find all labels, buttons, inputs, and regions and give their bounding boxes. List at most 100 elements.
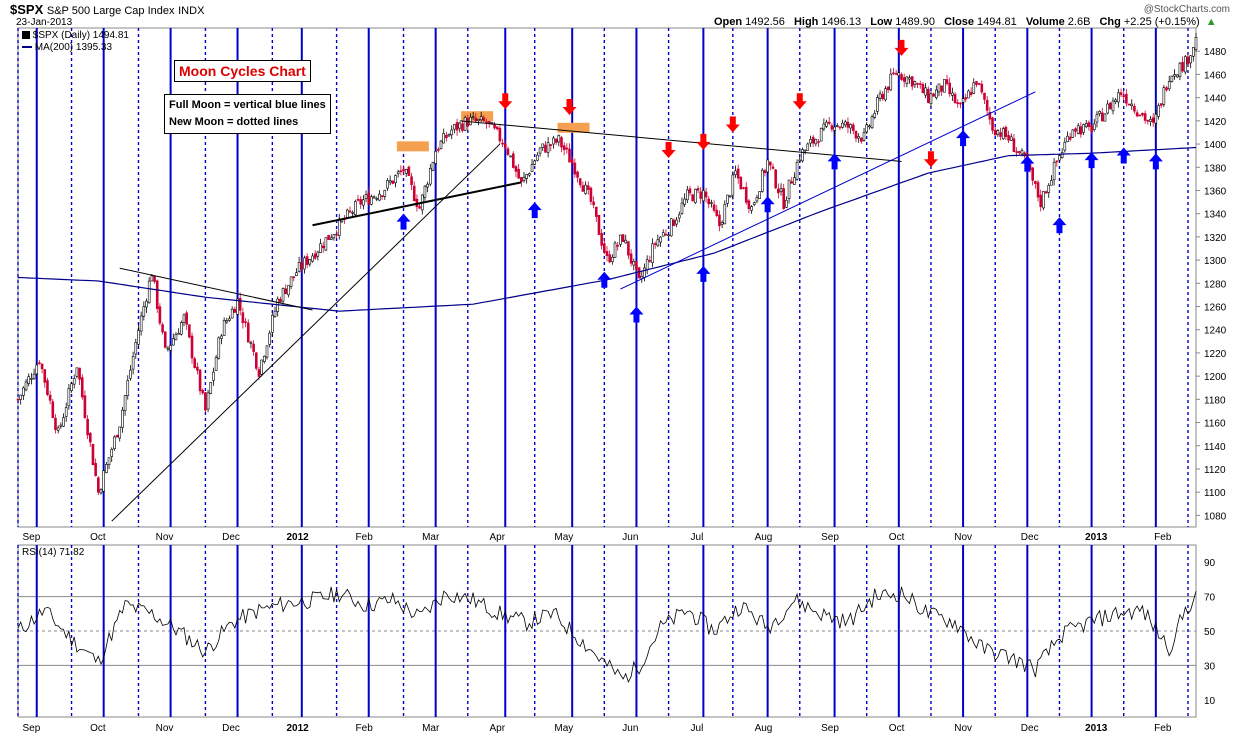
candle-body: [426, 183, 429, 188]
rsi-x-tick-label: Dec: [1021, 723, 1039, 734]
candle-body: [455, 122, 459, 131]
candle-body: [691, 194, 694, 202]
chg-value: +2.25 (+0.15%): [1123, 16, 1200, 28]
candle-body: [348, 210, 352, 213]
candle-body: [520, 177, 523, 183]
price-x-tick-label: Oct: [889, 532, 905, 543]
candle-body: [881, 93, 885, 100]
candle-body: [370, 196, 373, 205]
rsi-x-tick-label: Mar: [422, 723, 440, 734]
candle-body: [830, 125, 834, 130]
price-x-tick-label: Oct: [90, 532, 106, 543]
candle-body: [1052, 161, 1056, 181]
candle-body: [428, 168, 432, 185]
candle-body: [608, 254, 611, 263]
candle-body: [198, 369, 202, 392]
rsi-x-tick-label: Feb: [1154, 723, 1172, 734]
candle-body: [822, 123, 826, 130]
candle-body: [627, 241, 630, 256]
price-x-tick-label: Sep: [22, 532, 40, 543]
candle-body: [710, 202, 713, 204]
candle-body: [578, 178, 582, 186]
rsi-tick-label: 50: [1204, 627, 1216, 638]
candle-body: [948, 82, 951, 95]
up-arrow-marker: [527, 202, 542, 219]
candle-body: [528, 173, 531, 176]
down-arrow-marker: [792, 93, 807, 110]
candle-body: [180, 322, 183, 335]
candle-body: [193, 358, 196, 368]
rsi-tick-label: 10: [1204, 696, 1216, 707]
candle-body: [319, 243, 322, 253]
candle-body: [758, 191, 761, 199]
candle-body: [450, 129, 454, 136]
candle-body: [91, 443, 95, 466]
candle-body: [303, 257, 306, 270]
candle-body: [1186, 56, 1190, 65]
candle-body: [975, 81, 978, 85]
down-arrow-marker: [562, 99, 577, 116]
candle-body: [1004, 126, 1008, 137]
rsi-x-tick-label: Oct: [889, 723, 905, 734]
candle-body: [27, 376, 31, 384]
candle-body: [967, 90, 970, 99]
candle-body: [351, 212, 354, 214]
candle-body: [477, 119, 480, 122]
candle-body: [817, 141, 820, 143]
price-tick-label: 1320: [1204, 233, 1227, 244]
candle-body: [584, 184, 587, 194]
candle-body: [356, 199, 360, 201]
candle-body: [487, 121, 491, 124]
candle-body: [40, 363, 44, 370]
candle-body: [1009, 136, 1013, 141]
candle-body: [1103, 113, 1107, 122]
candle-body: [675, 219, 678, 225]
chart-title: $SPX S&P 500 Large Cap Index INDX: [10, 2, 204, 17]
candle-body: [1034, 181, 1037, 184]
ma-legend-swatch: [22, 46, 32, 49]
rsi-legend: RSI(14) 71.82: [22, 547, 84, 558]
rsi-x-tick-label: Feb: [356, 723, 374, 734]
candle-body: [1127, 103, 1131, 106]
candle-body: [1039, 194, 1043, 208]
candle-body: [1154, 113, 1158, 124]
candle-body: [35, 364, 39, 375]
candle-body: [669, 218, 673, 237]
candle-body: [474, 117, 478, 122]
candle-body: [263, 355, 266, 362]
candle-body: [536, 154, 539, 161]
rsi-x-tick-label: Oct: [90, 723, 106, 734]
candle-body: [43, 369, 47, 383]
candle-body: [806, 143, 810, 151]
candle-body: [1015, 151, 1018, 153]
candle-body: [1023, 152, 1026, 157]
candle-body: [423, 185, 427, 198]
candle-body: [897, 72, 901, 77]
price-tick-label: 1280: [1204, 279, 1227, 290]
candle-body: [482, 117, 486, 122]
candle-body: [260, 359, 263, 375]
candle-body: [206, 392, 210, 410]
candle-body: [852, 124, 855, 131]
candle-body: [935, 89, 938, 98]
candle-body: [174, 334, 178, 341]
candle-body: [913, 81, 917, 85]
candle-body: [386, 180, 389, 189]
candle-body: [1151, 117, 1155, 123]
candle-body: [929, 93, 933, 104]
candle-body: [163, 331, 167, 348]
candle-body: [1098, 111, 1101, 114]
candle-body: [479, 116, 483, 121]
candle-body: [238, 297, 242, 311]
candle-body: [506, 148, 510, 155]
price-x-tick-label: Apr: [489, 532, 505, 543]
candle-body: [932, 93, 935, 97]
candle-body: [292, 276, 296, 278]
candle-body: [501, 142, 504, 145]
candle-body: [980, 83, 984, 93]
candle-body: [329, 237, 333, 240]
candle-body: [742, 187, 745, 189]
rsi-x-tick-label: Aug: [755, 723, 773, 734]
down-arrow-marker: [923, 151, 938, 168]
candle-body: [611, 256, 614, 262]
